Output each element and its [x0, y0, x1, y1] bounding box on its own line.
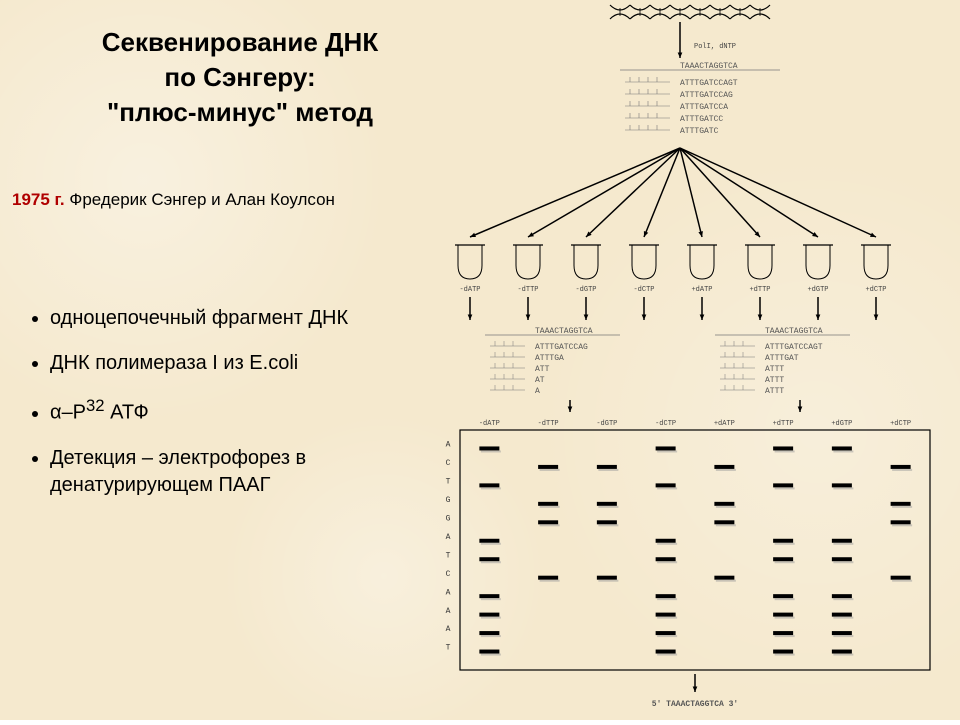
title-line-3: "плюс-минус" метод [107, 97, 373, 127]
svg-text:A: A [446, 441, 451, 450]
svg-text:-dGTP: -dGTP [596, 420, 617, 428]
svg-text:+dGTP: +dGTP [807, 286, 828, 294]
svg-text:A: A [535, 387, 540, 396]
svg-text:PolI, dNTP: PolI, dNTP [694, 43, 736, 51]
bullet-1: одноцепочечный фрагмент ДНК [50, 305, 390, 332]
svg-text:-dTTP: -dTTP [538, 420, 559, 428]
svg-text:ATTTGATCCAGT: ATTTGATCCAGT [765, 343, 823, 352]
svg-text:C: C [446, 459, 451, 468]
svg-text:ATTTGATCCA: ATTTGATCCA [680, 103, 728, 112]
credit-year: 1975 г. [12, 190, 65, 209]
svg-text:ATTTGATCCAGT: ATTTGATCCAGT [680, 79, 738, 88]
title-line-2: по Сэнгеру: [164, 62, 315, 92]
svg-text:TAAACTAGGTCA: TAAACTAGGTCA [680, 62, 738, 71]
credit-line: 1975 г. Фредерик Сэнгер и Алан Коулсон [12, 190, 335, 210]
svg-text:ATTTGATC: ATTTGATC [680, 127, 719, 136]
svg-text:-dTTP: -dTTP [517, 286, 538, 294]
svg-text:T: T [446, 478, 451, 487]
bullet-list: одноцепочечный фрагмент ДНК ДНК полимера… [30, 305, 390, 517]
svg-text:ATTTGATCC: ATTTGATCC [680, 115, 723, 124]
svg-text:A: A [446, 533, 451, 542]
bullet-4: Детекция – электрофорез в денатурирующем… [50, 445, 390, 499]
svg-text:-dATP: -dATP [459, 286, 480, 294]
svg-text:+dCTP: +dCTP [890, 420, 911, 428]
svg-text:+dGTP: +dGTP [831, 420, 852, 428]
svg-text:-dGTP: -dGTP [575, 286, 596, 294]
svg-text:T: T [446, 551, 451, 560]
svg-text:TAAACTAGGTCA: TAAACTAGGTCA [535, 327, 593, 336]
svg-text:AT: AT [535, 376, 545, 385]
svg-text:+dTTP: +dTTP [773, 420, 794, 428]
svg-text:+dTTP: +dTTP [749, 286, 770, 294]
svg-text:-dCTP: -dCTP [633, 286, 654, 294]
svg-text:G: G [446, 496, 451, 505]
svg-text:ATTT: ATTT [765, 376, 784, 385]
svg-text:ATT: ATT [535, 365, 550, 374]
svg-text:A: A [446, 588, 451, 597]
credit-names: Фредерик Сэнгер и Алан Коулсон [69, 190, 335, 209]
svg-text:A: A [446, 625, 451, 634]
svg-text:TAAACTAGGTCA: TAAACTAGGTCA [765, 327, 823, 336]
svg-text:5' TAAACTAGGTCA 3': 5' TAAACTAGGTCA 3' [652, 700, 738, 709]
svg-text:+dCTP: +dCTP [865, 286, 886, 294]
svg-text:A: A [446, 607, 451, 616]
svg-text:ATTT: ATTT [765, 365, 784, 374]
svg-text:C: C [446, 570, 451, 579]
title-line-1: Секвенирование ДНК [102, 27, 378, 57]
bullet-3: α–P32 АТФ [50, 395, 390, 427]
bullet-2: ДНК полимераза I из E.coli [50, 350, 390, 377]
svg-text:ATTTGATCCAG: ATTTGATCCAG [535, 343, 588, 352]
svg-text:+dATP: +dATP [714, 420, 735, 428]
svg-text:-dCTP: -dCTP [655, 420, 676, 428]
svg-text:G: G [446, 514, 451, 523]
svg-text:ATTTGAT: ATTTGAT [765, 354, 799, 363]
svg-text:+dATP: +dATP [691, 286, 712, 294]
svg-text:T: T [446, 644, 451, 653]
sequencing-diagram: PolI, dNTPTAAACTAGGTCAATTTGATCCAGTATTTGA… [400, 0, 960, 720]
svg-text:-dATP: -dATP [479, 420, 500, 428]
svg-text:ATTT: ATTT [765, 387, 784, 396]
svg-text:ATTTGATCCAG: ATTTGATCCAG [680, 91, 733, 100]
svg-text:ATTTGA: ATTTGA [535, 354, 564, 363]
title-block: Секвенирование ДНК по Сэнгеру: "плюс-мин… [70, 25, 410, 130]
